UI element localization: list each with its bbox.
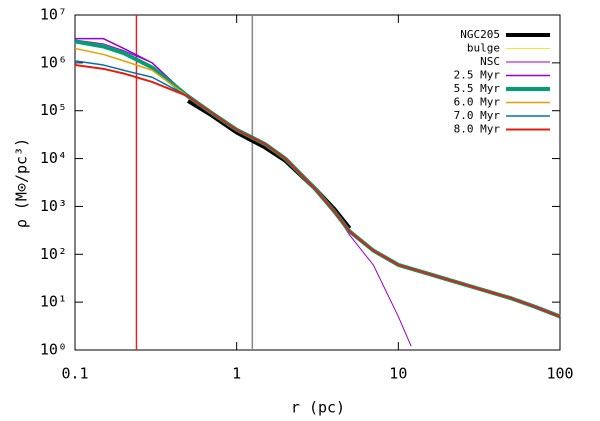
y-tick-label: 10² <box>40 245 67 263</box>
y-tick-label: 10⁶ <box>40 53 67 71</box>
y-axis-label: ρ (M⊙/pc³) <box>13 138 31 228</box>
legend-label: 7.0 Myr <box>454 109 501 122</box>
series-line <box>186 99 352 230</box>
y-tick-label: 10¹ <box>40 293 67 311</box>
series-line <box>74 64 561 318</box>
y-tick-label: 10⁵ <box>40 101 67 119</box>
legend-label: 2.5 Myr <box>454 69 501 82</box>
x-tick-label: 1 <box>232 365 241 383</box>
legend-label: NGC205 <box>460 28 500 41</box>
x-axis-label: r (pc) <box>291 399 345 417</box>
x-tick-label: 10 <box>389 365 407 383</box>
plot-frame <box>74 14 561 351</box>
legend-label: bulge <box>467 42 500 55</box>
x-tick-label: 100 <box>546 365 573 383</box>
y-tick-label: 10⁴ <box>40 149 67 167</box>
y-tick-label: 10³ <box>40 197 67 215</box>
series-line <box>74 39 412 347</box>
legend-label: 6.0 Myr <box>454 96 501 109</box>
legend-label: 5.5 Myr <box>454 82 501 95</box>
legend-label: NSC <box>480 55 500 68</box>
y-tick-label: 10⁷ <box>40 6 67 24</box>
y-tick-label: 10⁰ <box>40 341 67 359</box>
legend-label: 8.0 Myr <box>454 123 501 136</box>
x-tick-label: 0.1 <box>61 365 88 383</box>
